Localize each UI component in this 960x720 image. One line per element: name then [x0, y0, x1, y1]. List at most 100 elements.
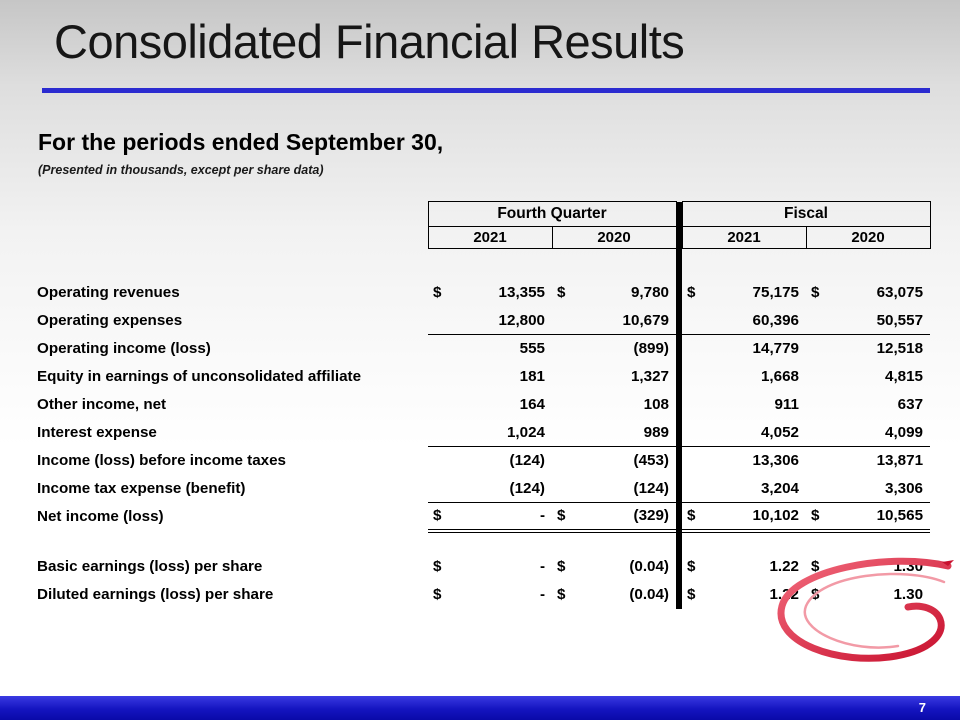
value-cell: 1,024 — [428, 418, 552, 447]
units-note: (Presented in thousands, except per shar… — [38, 163, 324, 177]
row-label: Operating expenses — [37, 312, 183, 329]
value: 1,668 — [760, 368, 799, 385]
value: 3,204 — [760, 479, 799, 497]
column-divider — [676, 390, 682, 419]
value: 164 — [519, 396, 545, 413]
dollar-sign: $ — [811, 507, 820, 525]
value: (0.04) — [629, 586, 669, 603]
column-divider — [676, 446, 682, 475]
column-divider — [676, 474, 682, 503]
value-cell: $1.22 — [682, 553, 806, 581]
dollar-sign: $ — [811, 284, 820, 301]
period-subtitle: For the periods ended September 30, — [38, 129, 444, 155]
value: 13,355 — [498, 284, 545, 301]
year-header-fq-2020: 2020 — [551, 226, 677, 249]
column-divider — [676, 248, 682, 279]
value-cell: $9,780 — [552, 279, 676, 307]
value: 108 — [643, 396, 669, 413]
red-swoosh-graphic — [777, 557, 954, 662]
value: 63,075 — [876, 284, 924, 301]
dollar-sign: $ — [433, 558, 442, 575]
value: - — [539, 507, 545, 525]
value: 10,679 — [622, 311, 669, 329]
header-gap-row — [36, 248, 930, 279]
value-cell: $ - — [428, 581, 552, 609]
column-divider — [676, 306, 682, 335]
value-cell: 60,396 — [682, 306, 806, 335]
value: (124) — [509, 452, 545, 470]
value-cell: 14,779 — [682, 335, 806, 363]
dollar-sign: $ — [557, 284, 566, 301]
value: 4,815 — [885, 368, 924, 385]
year-header-fq-2021: 2021 — [427, 226, 553, 249]
row-label: Basic earnings (loss) per share — [37, 558, 263, 575]
row-label: Income (loss) before income taxes — [37, 452, 286, 469]
table-row: Income tax expense (benefit) (124) (124) 3,… — [36, 474, 931, 503]
value: (899) — [633, 340, 669, 358]
dollar-sign: $ — [433, 586, 442, 603]
slide-title: Consolidated Financial Results — [54, 15, 685, 68]
value-cell: 637 — [806, 391, 930, 419]
value-cell: 989 — [552, 418, 676, 447]
row-label: Other income, net — [37, 396, 167, 413]
dollar-sign: $ — [687, 507, 696, 525]
value: 1.22 — [769, 558, 799, 575]
value: 9,780 — [630, 284, 669, 301]
table-row: Operating income (loss) 555 (899) 14,779 12,… — [36, 334, 930, 363]
value: 181 — [519, 368, 545, 385]
dollar-sign: $ — [687, 284, 696, 301]
value: 3,306 — [885, 479, 924, 497]
value: 10,102 — [752, 507, 799, 525]
group-header-fourth-quarter: Fourth Quarter — [427, 201, 677, 227]
value-cell: 12,518 — [806, 335, 930, 363]
value-cell: 1,668 — [682, 363, 806, 391]
dollar-sign: $ — [557, 586, 566, 603]
value: 4,052 — [760, 423, 799, 441]
value-cell: (124) — [552, 474, 676, 503]
group-header-fiscal: Fiscal — [681, 201, 931, 227]
value: 1,327 — [630, 368, 669, 385]
dollar-sign: $ — [557, 507, 566, 525]
value-cell: (453) — [552, 447, 676, 475]
year-header-fiscal-2020: 2020 — [805, 226, 931, 249]
table-row: Income (loss) before income taxes (124) (4… — [36, 446, 930, 475]
value: 50,557 — [876, 311, 924, 329]
table-row: Other income, net 164 108 911 637 — [36, 390, 930, 419]
value: 13,871 — [876, 452, 924, 470]
value: 10,565 — [876, 507, 924, 525]
table-row: Operating revenues $13,355 $9,780 $75,175 $6… — [36, 278, 930, 307]
group-header-row: Fourth Quarter Fiscal — [36, 201, 931, 227]
value-cell: 3,306 — [806, 474, 931, 503]
value: 13,306 — [752, 452, 799, 470]
dollar-sign: $ — [687, 586, 696, 603]
value-cell: $75,175 — [682, 279, 806, 307]
value-cell: 181 — [428, 363, 552, 391]
table-row: Operating expenses 12,800 10,679 60,396 50,5… — [36, 306, 931, 335]
value-cell: 911 — [682, 391, 806, 419]
page-number: 7 — [918, 700, 926, 715]
spacer-row — [36, 530, 930, 553]
value: 12,800 — [498, 311, 545, 329]
value-cell: 108 — [552, 391, 676, 419]
year-header-row: 2021 2020 2021 2020 — [36, 226, 931, 249]
row-label: Income tax expense (benefit) — [37, 480, 246, 497]
value: 75,175 — [752, 284, 799, 301]
value: 911 — [774, 396, 799, 413]
value-cell: 164 — [428, 391, 552, 419]
value-cell: 12,800 — [428, 306, 552, 335]
value-cell: 4,052 — [682, 418, 806, 447]
value: 1.30 — [893, 586, 924, 603]
value: (453) — [633, 452, 669, 470]
value-cell: $ (329) — [552, 502, 676, 533]
footer-bar: 7 — [0, 696, 960, 720]
value: (329) — [633, 507, 669, 525]
column-divider — [676, 418, 682, 447]
dollar-sign: $ — [557, 558, 566, 575]
title-underline — [42, 88, 930, 93]
value-cell: $ - — [428, 502, 552, 533]
table-row: Equity in earnings of unconsolidated aff… — [36, 362, 930, 391]
value-cell: (124) — [428, 447, 552, 475]
column-divider — [676, 552, 682, 581]
column-divider — [676, 278, 682, 307]
